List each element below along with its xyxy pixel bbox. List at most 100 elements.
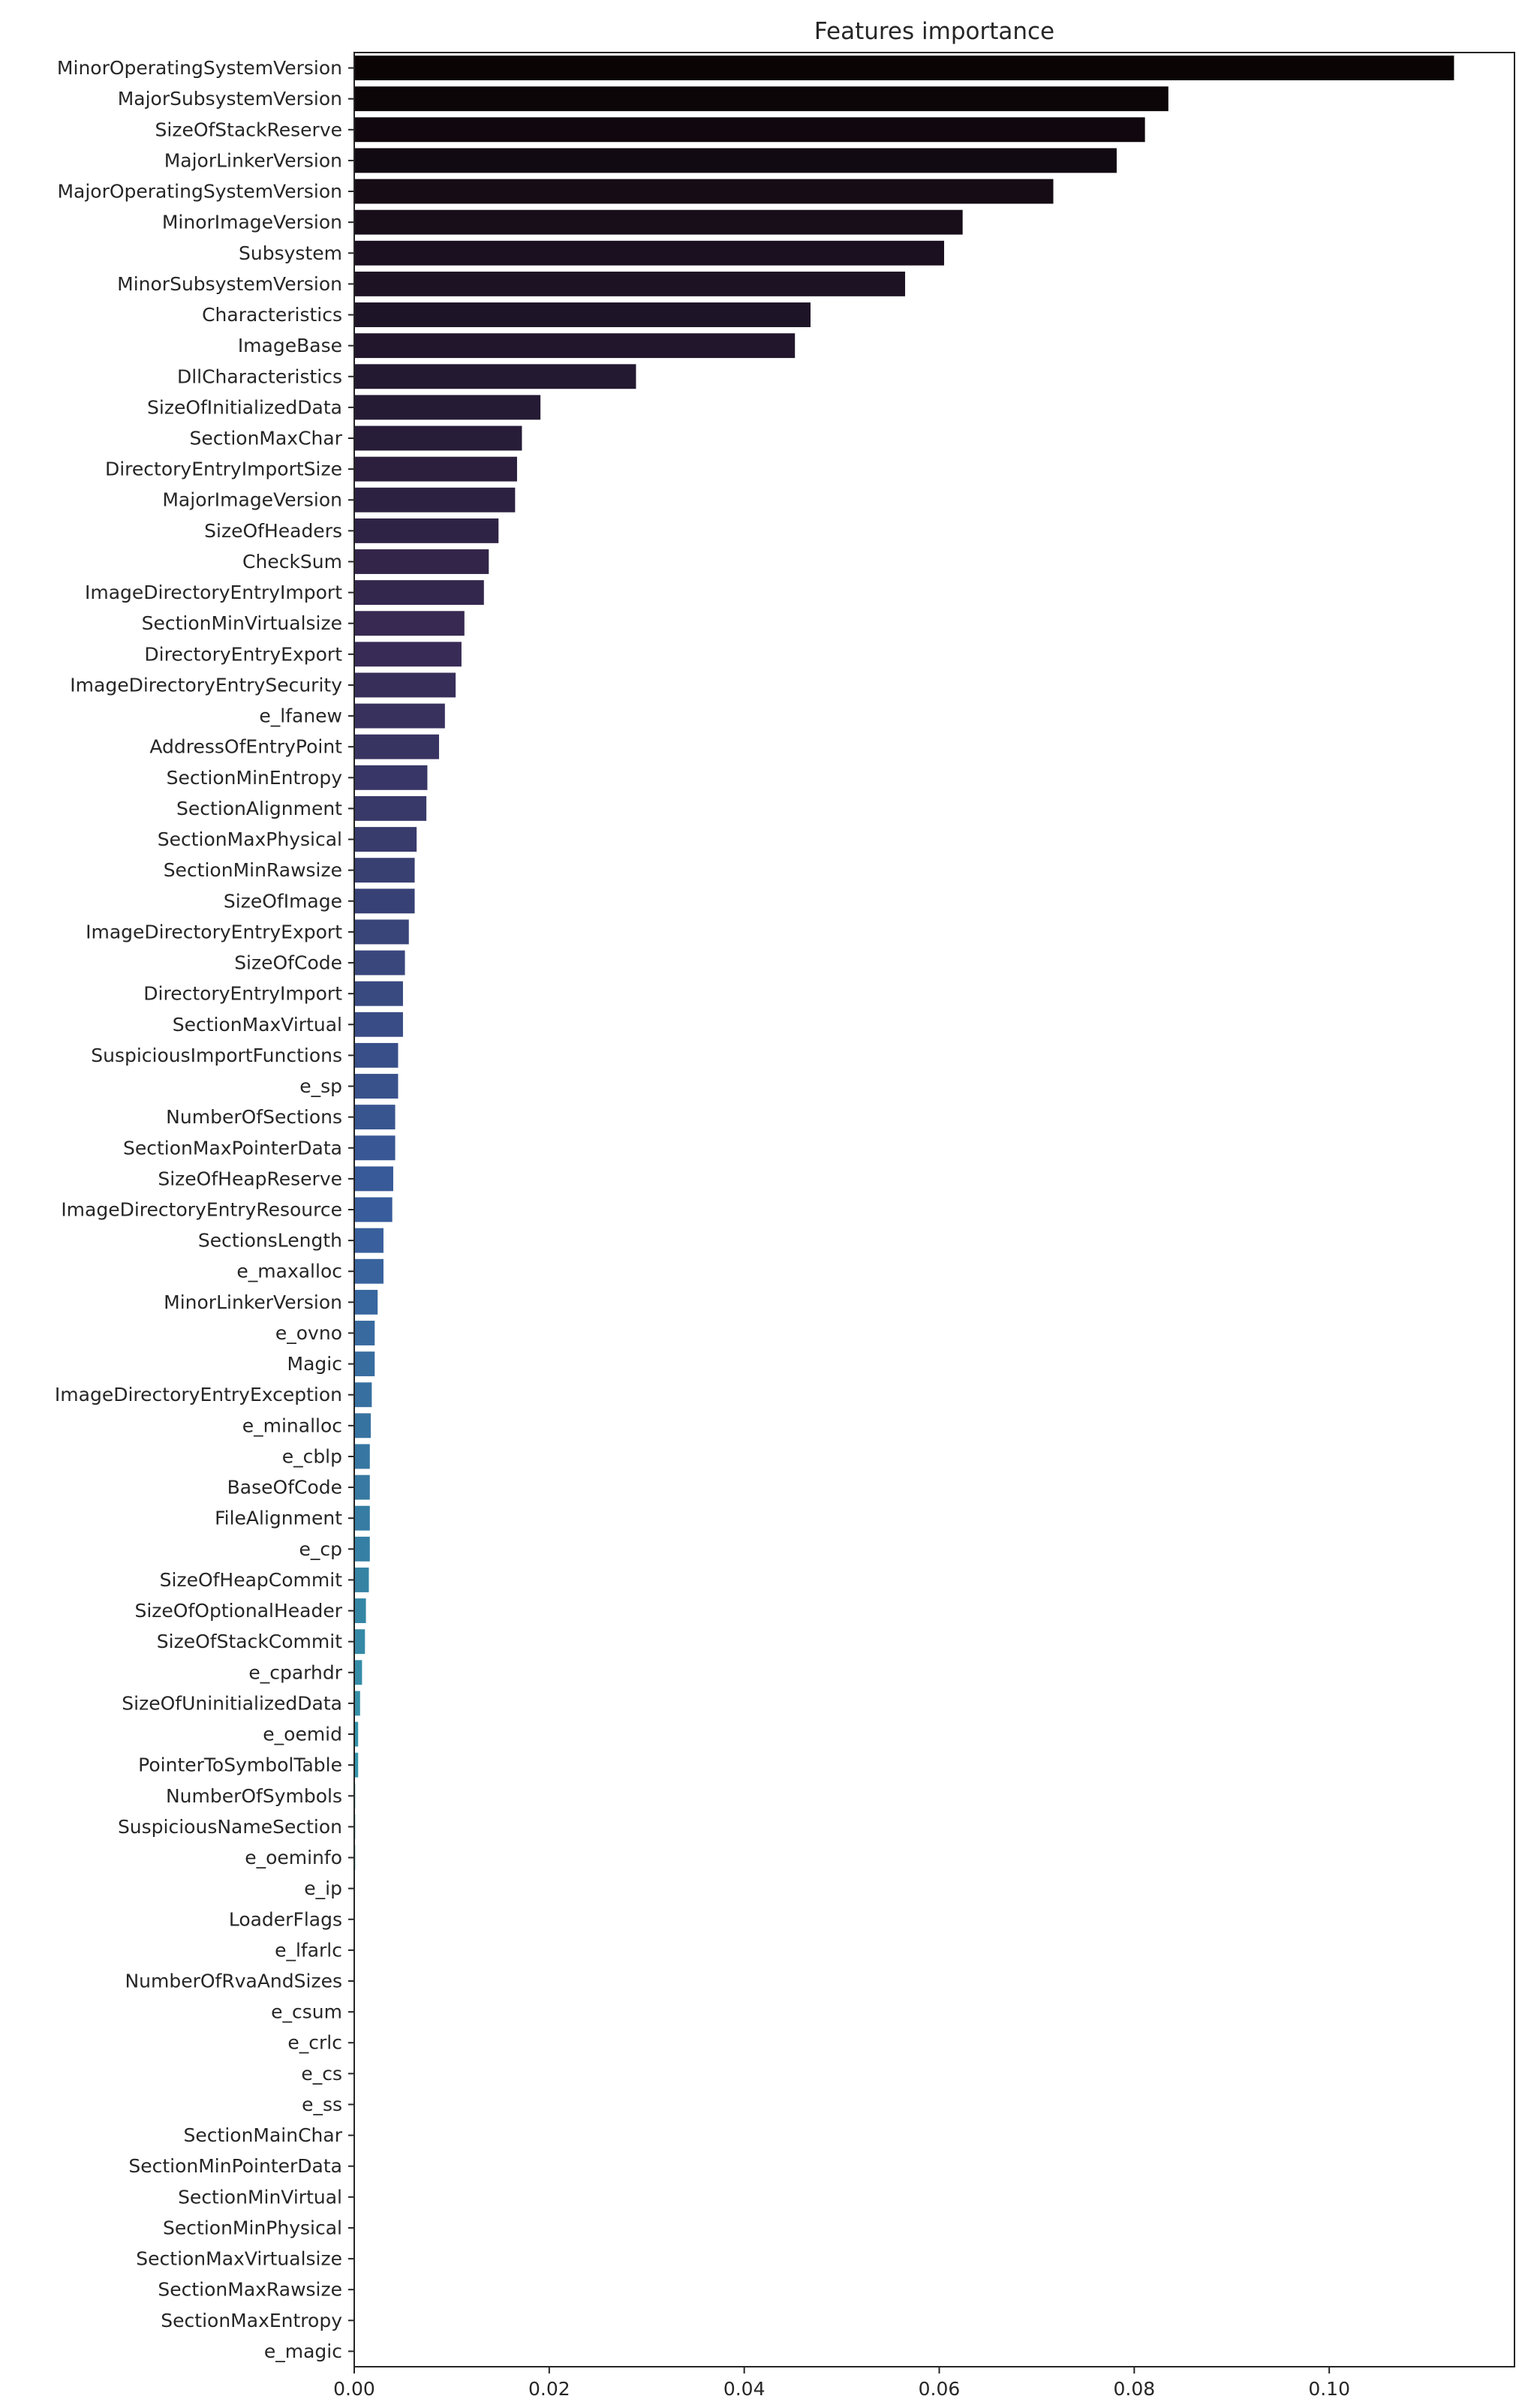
y-tick-marks	[348, 67, 354, 2352]
category-label: Characteristics	[202, 304, 342, 326]
bar-e_sp	[354, 1074, 399, 1099]
category-label: ImageDirectoryEntryResource	[61, 1199, 342, 1221]
bar-SectionMaxVirtual	[354, 1012, 403, 1037]
category-label: Subsystem	[239, 242, 342, 264]
bar-SizeOfOptionalHeader	[354, 1598, 366, 1624]
bar-SectionMinEntropy	[354, 765, 428, 790]
x-tick-label: 0.10	[1308, 2378, 1350, 2400]
bar-Subsystem	[354, 240, 944, 266]
category-label: MinorImageVersion	[162, 212, 342, 233]
bar-SizeOfStackReserve	[354, 117, 1145, 143]
category-label: SizeOfHeapReserve	[158, 1168, 342, 1189]
bar-FileAlignment	[354, 1505, 370, 1531]
bar-SizeOfCode	[354, 950, 405, 976]
category-label: SizeOfImage	[224, 890, 342, 912]
category-label: SectionMaxEntropy	[161, 2310, 342, 2331]
bar-DirectoryEntryImportSize	[354, 456, 517, 482]
category-label: e_ovno	[275, 1322, 342, 1344]
category-label: SizeOfOptionalHeader	[134, 1600, 342, 1622]
bar-Characteristics	[354, 302, 811, 327]
category-label: LoaderFlags	[229, 1908, 342, 1930]
bar-e_cblp	[354, 1444, 370, 1469]
bar-SectionMaxChar	[354, 425, 522, 451]
bar-SizeOfInitializedData	[354, 395, 541, 420]
category-label: e_crlc	[287, 2032, 342, 2054]
bar-ImageDirectoryEntryResource	[354, 1197, 393, 1222]
bar-PointerToSymbolTable	[354, 1752, 359, 1778]
category-label: MinorSubsystemVersion	[117, 273, 342, 295]
category-label: SectionMaxRawsize	[158, 2279, 342, 2301]
x-tick-label: 0.02	[528, 2378, 570, 2400]
category-label: DirectoryEntryExport	[144, 643, 342, 665]
bar-SectionMaxPointerData	[354, 1135, 396, 1161]
bar-e_oemid	[354, 1721, 359, 1747]
bar-ImageBase	[354, 333, 796, 359]
category-label: SizeOfInitializedData	[147, 396, 342, 418]
bar-SizeOfHeapCommit	[354, 1567, 369, 1592]
category-label: NumberOfRvaAndSizes	[125, 1971, 342, 1992]
category-label: SectionsLength	[198, 1230, 342, 1252]
bar-ImageDirectoryEntryExport	[354, 919, 409, 945]
category-label: SizeOfStackReserve	[155, 119, 343, 140]
bar-SectionAlignment	[354, 795, 427, 821]
plot-frame	[353, 52, 1515, 2367]
bar-e_lfanew	[354, 703, 445, 729]
bar-MinorLinkerVersion	[354, 1289, 378, 1315]
category-label: e_lfanew	[259, 705, 342, 727]
category-label: e_lfarlc	[275, 1939, 342, 1961]
category-label: SuspiciousNameSection	[118, 1816, 342, 1838]
category-label: SectionMinPhysical	[163, 2217, 342, 2238]
bar-SectionsLength	[354, 1228, 384, 1253]
category-label: ImageDirectoryEntryExport	[86, 921, 342, 942]
category-label: NumberOfSections	[166, 1106, 342, 1128]
bar-ImageDirectoryEntryException	[354, 1382, 372, 1408]
bar-Magic	[354, 1351, 375, 1377]
category-label: SizeOfUninitializedData	[122, 1692, 342, 1714]
category-label: SectionMinVirtualsize	[142, 612, 342, 634]
bars-group	[354, 56, 1454, 1870]
category-label: SectionMaxPointerData	[123, 1137, 342, 1159]
category-label: DirectoryEntryImportSize	[105, 458, 342, 480]
bar-SuspiciousImportFunctions	[354, 1042, 399, 1068]
category-label: e_ss	[302, 2094, 342, 2115]
category-label: e_cblp	[282, 1445, 342, 1467]
bar-MajorOperatingSystemVersion	[354, 179, 1054, 204]
bar-e_cp	[354, 1536, 370, 1562]
category-label: e_magic	[264, 2340, 342, 2362]
category-label: SectionMinEntropy	[167, 767, 343, 789]
bar-SizeOfImage	[354, 888, 415, 914]
bar-SizeOfHeapReserve	[354, 1166, 393, 1192]
bar-DirectoryEntryImport	[354, 981, 403, 1006]
category-labels: MinorOperatingSystemVersion MajorSubsyste…	[55, 57, 343, 2362]
category-label: e_csum	[271, 2001, 342, 2023]
category-label: SizeOfHeapCommit	[160, 1569, 343, 1591]
bar-MinorOperatingSystemVersion	[354, 56, 1454, 81]
category-label: SizeOfHeaders	[204, 520, 342, 542]
category-label: e_cp	[299, 1538, 343, 1560]
category-label: ImageDirectoryEntryException	[55, 1384, 342, 1405]
category-label: e_oemid	[263, 1724, 342, 1745]
x-tick-label: 0.04	[723, 2378, 765, 2400]
category-label: DirectoryEntryImport	[143, 983, 342, 1005]
category-label: SectionAlignment	[176, 798, 342, 819]
bar-DirectoryEntryExport	[354, 642, 462, 667]
bar-NumberOfSections	[354, 1105, 396, 1130]
category-label: e_oeminfo	[245, 1847, 342, 1868]
category-label: SectionMaxVirtualsize	[136, 2248, 342, 2270]
bar-AddressOfEntryPoint	[354, 734, 440, 759]
category-label: e_cs	[301, 2063, 342, 2085]
category-label: NumberOfSymbols	[166, 1785, 342, 1807]
x-tick-label: 0.00	[333, 2378, 375, 2400]
category-label: PointerToSymbolTable	[138, 1754, 342, 1776]
category-label: MinorLinkerVersion	[164, 1291, 342, 1313]
bar-MinorImageVersion	[354, 209, 963, 235]
category-label: MajorSubsystemVersion	[118, 88, 342, 110]
x-axis-ticks: 0.00 0.02 0.04 0.06 0.08 0.10	[333, 2367, 1350, 2400]
bar-ImageDirectoryEntryImport	[354, 580, 484, 606]
bar-DllCharacteristics	[354, 364, 636, 389]
category-label: e_minalloc	[242, 1414, 342, 1436]
category-label: SuspiciousImportFunctions	[91, 1045, 342, 1066]
category-label: e_ip	[304, 1877, 342, 1899]
category-label: ImageBase	[238, 335, 342, 356]
